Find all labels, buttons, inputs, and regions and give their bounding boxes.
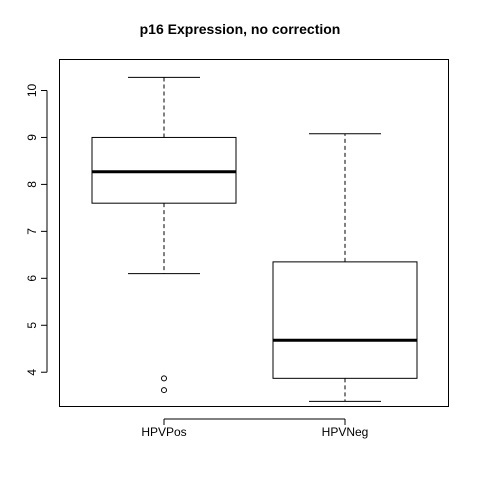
x-tick-label: HPVPos (141, 425, 186, 439)
chart-title: p16 Expression, no correction (139, 21, 341, 37)
box-hpvneg (272, 133, 418, 402)
box-hpvpos (91, 76, 237, 394)
y-tick-label: 5 (25, 322, 39, 329)
y-axis: 4 5 6 7 8 9 10 (25, 83, 48, 376)
boxes-layer (91, 76, 418, 402)
y-tick-label: 10 (25, 83, 39, 97)
iqr-box (272, 261, 418, 379)
y-tick-label: 9 (25, 134, 39, 141)
outlier-point (161, 387, 167, 394)
x-tick-label: HPVNeg (322, 425, 369, 439)
y-tick-label: 8 (25, 181, 39, 188)
y-tick-label: 7 (25, 228, 39, 235)
plot-frame (59, 59, 449, 407)
y-tick-label: 4 (25, 369, 39, 376)
outlier-point (161, 375, 167, 382)
x-axis: HPVPos HPVNeg (141, 418, 369, 439)
y-tick-label: 6 (25, 275, 39, 282)
